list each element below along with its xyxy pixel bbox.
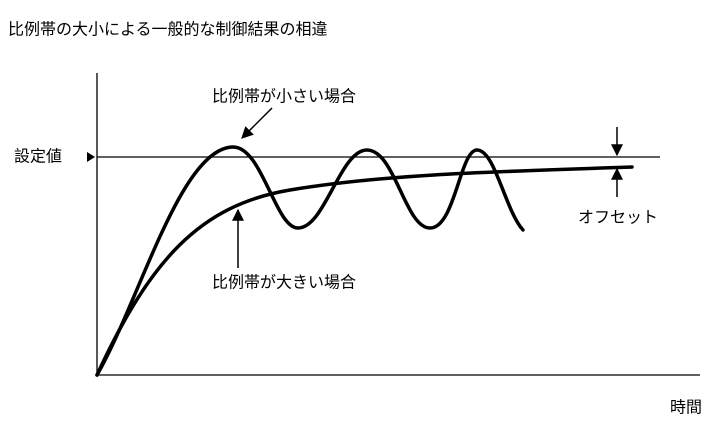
small-band-label: 比例帯が小さい場合 <box>212 87 356 106</box>
large-band-label: 比例帯が大きい場合 <box>212 273 356 292</box>
large-band-curve <box>95 165 634 377</box>
small-band-arrow <box>241 107 273 139</box>
setpoint-marker <box>87 152 95 162</box>
offset-label: オフセット <box>578 208 658 227</box>
small-band-curve <box>95 145 525 377</box>
setpoint-label: 設定値 <box>14 147 62 166</box>
title: 比例帯の大小による一般的な制御結果の相違 <box>8 20 328 39</box>
time-label: 時間 <box>670 398 702 417</box>
